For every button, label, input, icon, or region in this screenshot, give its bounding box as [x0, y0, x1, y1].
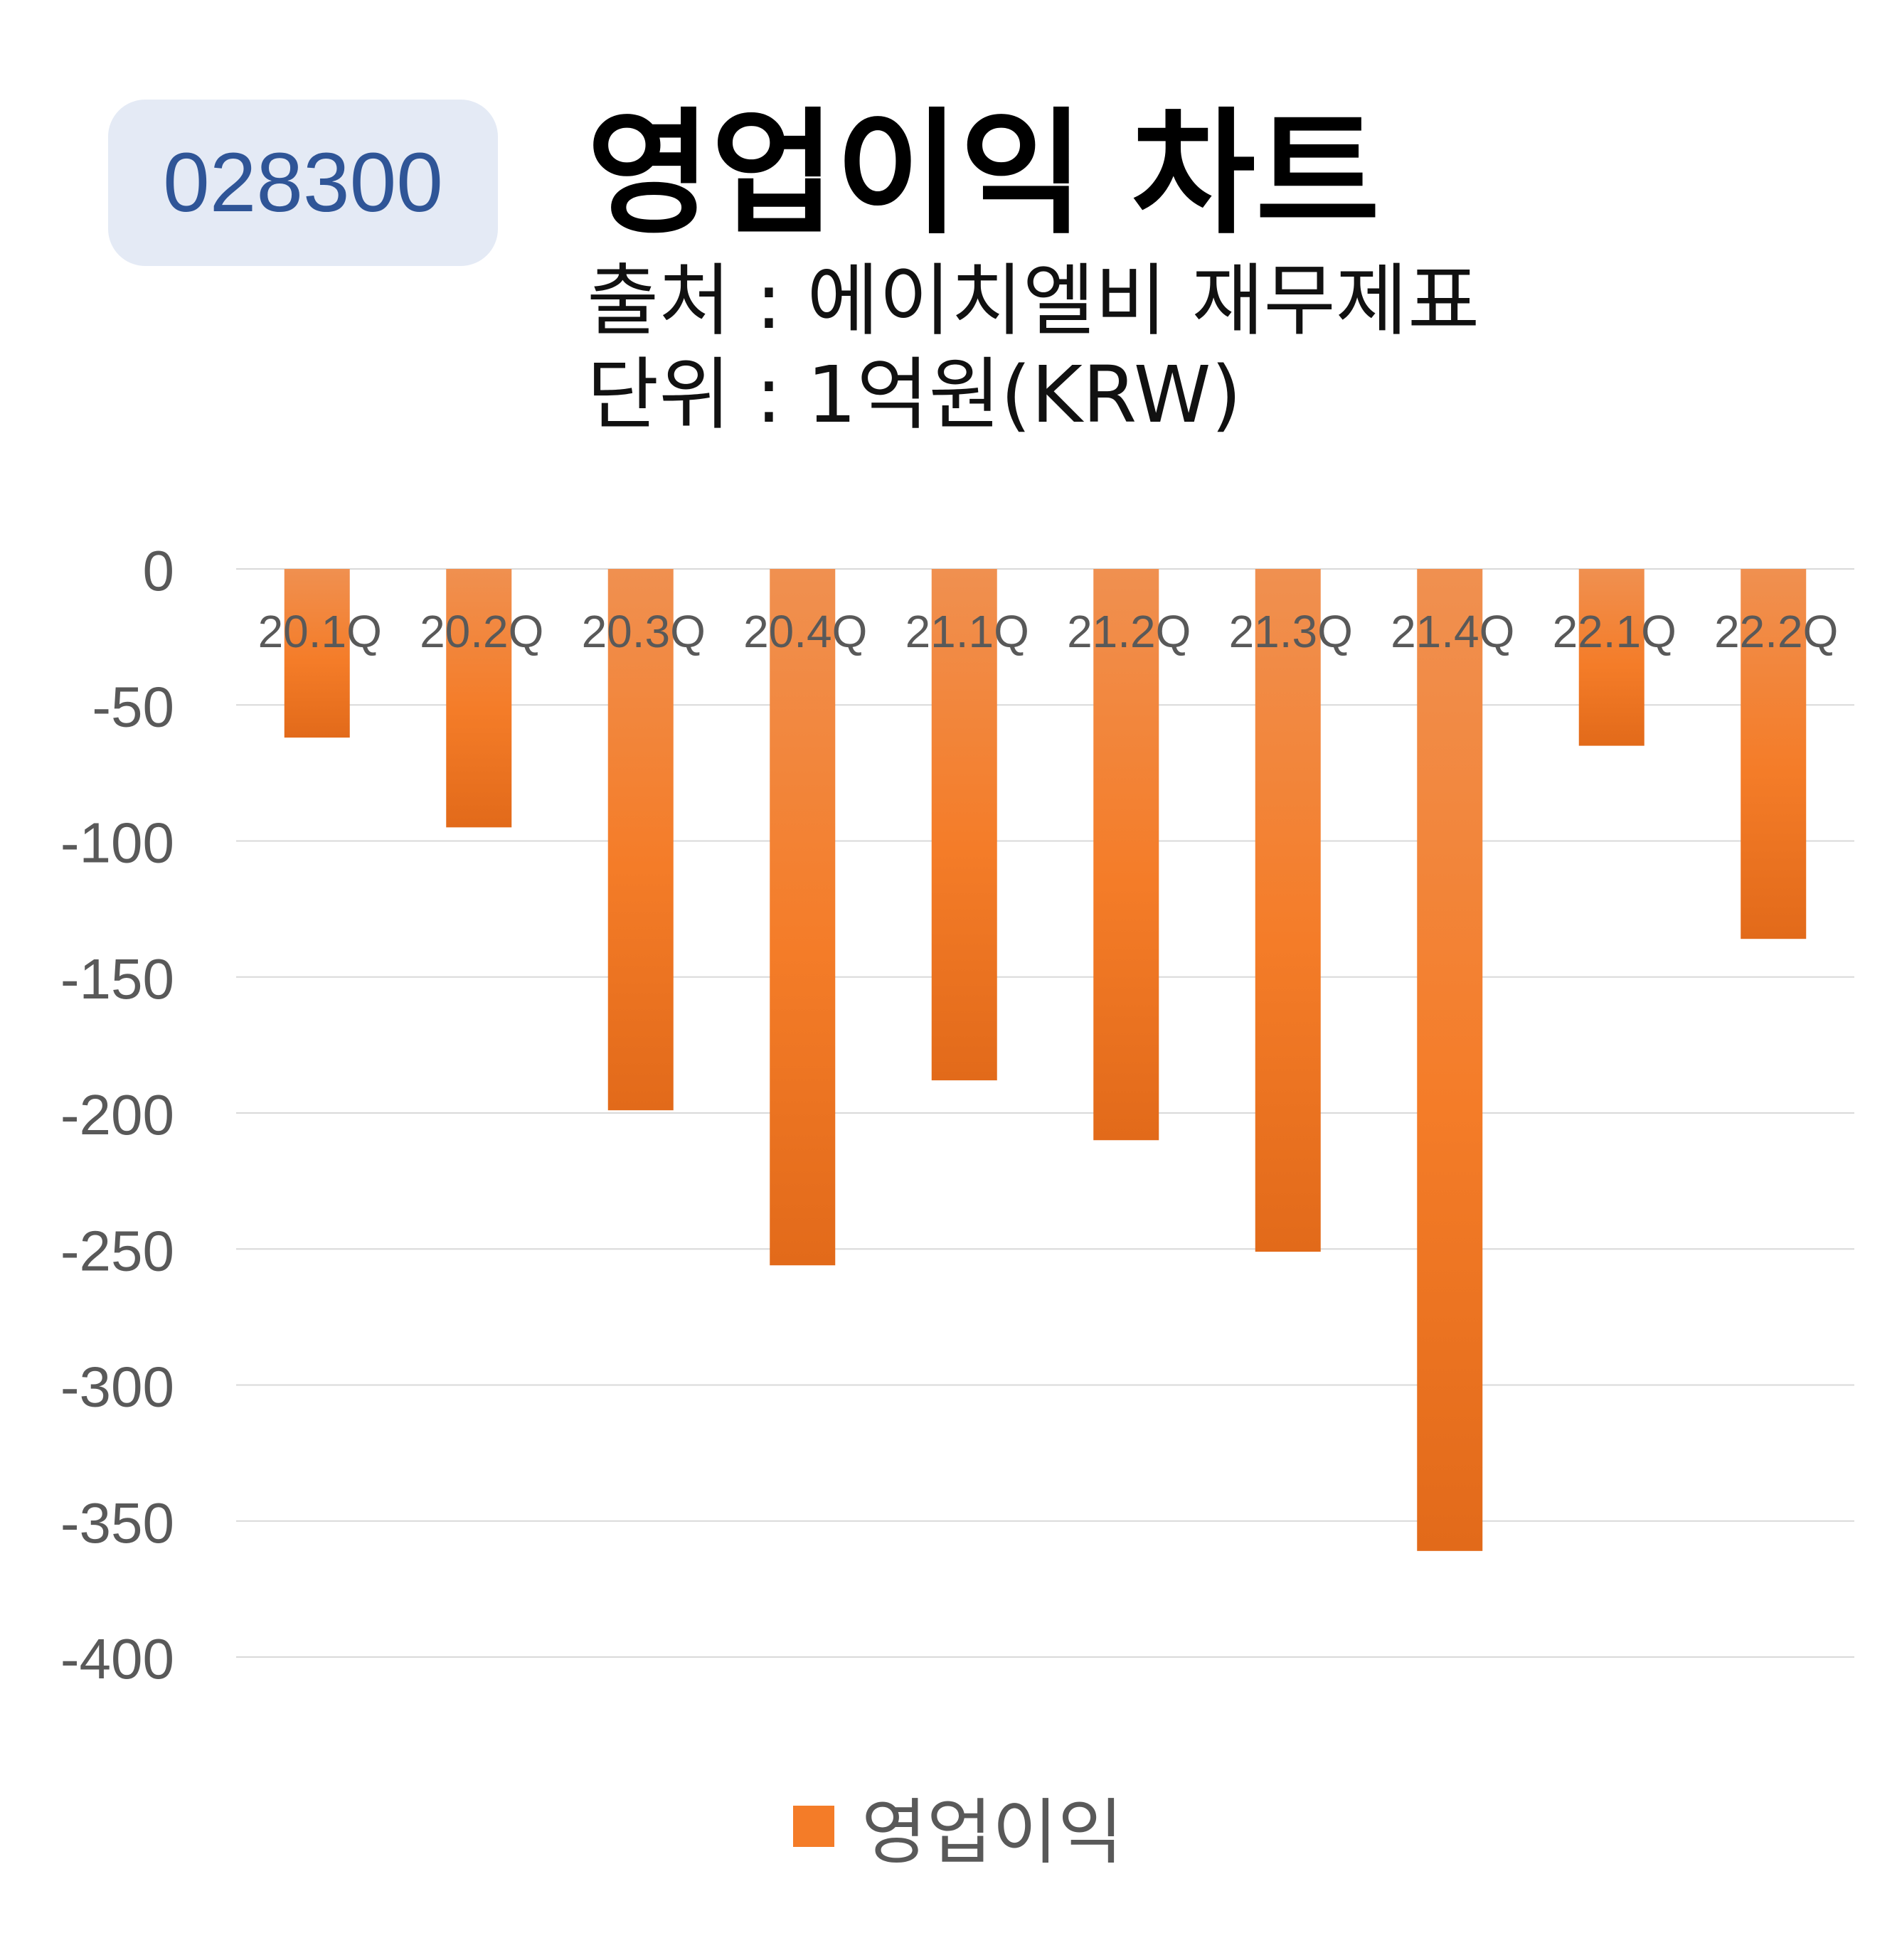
- bar: [1417, 569, 1483, 1551]
- chart-title: 영업이익 차트: [587, 95, 1380, 252]
- source-text: 출처 : 에이치엘비 재무제표: [587, 255, 1480, 346]
- bar: [607, 569, 674, 1111]
- x-tick-label: 20.1Q: [258, 606, 382, 657]
- y-tick-label: -200: [60, 1083, 174, 1146]
- y-tick-label: -350: [60, 1491, 174, 1555]
- y-tick-label: -300: [60, 1356, 174, 1419]
- bar: [284, 569, 350, 738]
- y-tick-label: -100: [60, 811, 174, 875]
- x-tick-label: 20.3Q: [582, 606, 706, 657]
- ticker-badge: 028300: [108, 100, 498, 266]
- x-tick-label: 20.2Q: [420, 606, 543, 657]
- x-tick-label: 22.2Q: [1714, 606, 1838, 657]
- x-tick-label: 20.4Q: [743, 606, 867, 657]
- legend-label: 영업이익: [861, 1791, 1123, 1874]
- y-tick-label: 0: [143, 539, 175, 602]
- bars: [284, 569, 1807, 1551]
- y-tick-label: -50: [92, 675, 174, 738]
- bar: [446, 569, 512, 828]
- x-tick-label: 21.3Q: [1229, 606, 1353, 657]
- y-tick-label: -150: [60, 947, 174, 1011]
- bar: [1255, 569, 1321, 1252]
- y-tick-label: -250: [60, 1219, 174, 1282]
- operating-profit-bar-chart: 0-50-100-150-200-250-300-350-400 20.1Q 20…: [60, 539, 1854, 1690]
- legend-swatch: [793, 1805, 834, 1847]
- bar: [770, 569, 836, 1266]
- x-tick-label: 21.4Q: [1391, 606, 1514, 657]
- bar: [1578, 569, 1644, 746]
- unit-text: 단위 : 1억원(KRW): [587, 349, 1242, 440]
- legend: 영업이익: [793, 1774, 1123, 1878]
- ticker-code: 028300: [163, 136, 443, 230]
- bar: [1093, 569, 1159, 1141]
- y-tick-label: -400: [60, 1627, 174, 1690]
- x-tick-label: 22.1Q: [1553, 606, 1677, 657]
- y-axis-ticks: 0 -50 -100 -150 -200 -250 -300 -350 -400: [60, 539, 174, 1690]
- x-tick-label: 21.2Q: [1067, 606, 1191, 657]
- x-axis-ticks: 20.1Q 20.2Q 20.3Q 20.4Q 21.1Q 21.2Q 21.3Q 21.4Q…: [258, 606, 1839, 657]
- bar: [1741, 569, 1807, 939]
- bar: [931, 569, 997, 1081]
- x-tick-label: 21.1Q: [905, 606, 1029, 657]
